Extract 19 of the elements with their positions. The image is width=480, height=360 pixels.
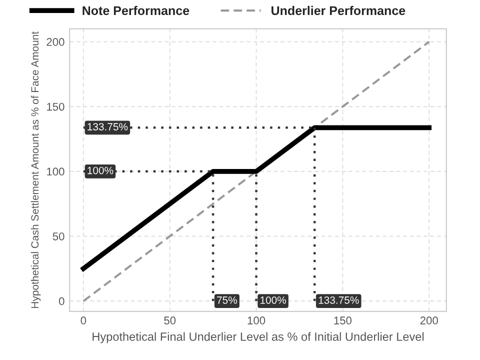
x-tick-label: 50 [164,316,176,324]
ref-line-label: 100% [260,296,286,304]
y-tick-label: 200 [46,38,64,46]
x-tick-label: 200 [420,316,438,324]
x-tick-label: 150 [334,316,352,324]
ref-line-label: 133.75% [88,123,128,130]
y-tick-label: 100 [47,168,64,176]
ref-line-label: 75% [217,296,237,304]
x-axis-title: Hypothetical Final Underlier Level as % of Initial Underlier Level [92,332,424,344]
legend-label: Note Performance [82,6,190,16]
legend-label: Underlier Performance [272,6,406,16]
y-tick-label: 0 [58,297,64,306]
y-axis-title: Hypothetical Cash Settlement Amount as % of Face Amount [30,31,41,308]
x-tick-label: 0 [80,316,86,324]
y-tick-label: 150 [47,102,64,111]
x-tick-label: 100 [248,316,266,324]
y-tick-label: 50 [52,232,64,240]
ref-line-label: 133.75% [318,296,359,304]
ref-line-label: 100% [88,166,114,174]
